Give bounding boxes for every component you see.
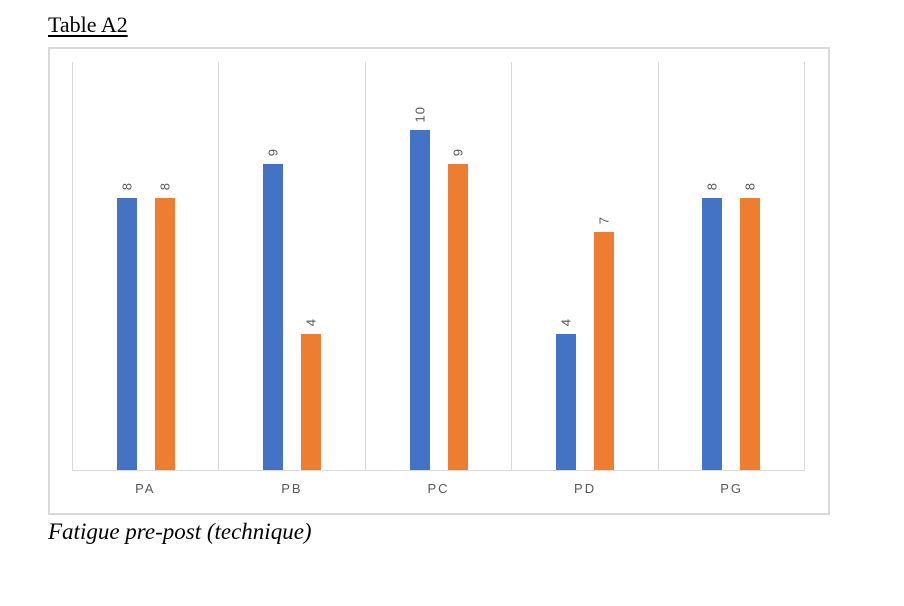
bar-series-1-pa: 8 xyxy=(116,182,137,470)
category-panel-pc: 10 9 xyxy=(364,62,511,470)
x-axis-label-pa: PA xyxy=(135,481,156,496)
bar-series-2-pa: 8 xyxy=(154,182,175,470)
chart-title: Table A2 xyxy=(48,12,128,37)
bar-group: 10 9 xyxy=(366,62,511,470)
chart-area: 8 8 9 4 10 9 4 7 8 8 PA PB PC PD PG xyxy=(48,47,830,515)
x-axis-label-pc: PC xyxy=(427,481,450,496)
x-axis-label-pg: PG xyxy=(720,481,744,496)
bar-series-1-pg: 8 xyxy=(702,182,723,470)
bar-data-label: 8 xyxy=(742,181,758,191)
bar-data-label: 8 xyxy=(704,181,720,191)
x-axis-label-pd: PD xyxy=(574,481,597,496)
plot-area: 8 8 9 4 10 9 4 7 8 8 xyxy=(72,62,806,471)
bar-series-2-pg: 8 xyxy=(740,182,761,470)
x-axis: PA PB PC PD PG xyxy=(72,481,805,496)
x-axis-label-pb: PB xyxy=(281,481,303,496)
bar-series-2-pc: 9 xyxy=(447,148,468,470)
bar-data-label: 4 xyxy=(558,317,574,327)
bar-series-1-pc: 10 xyxy=(409,106,430,470)
bar-data-label: 9 xyxy=(265,147,281,156)
bar-data-label: 8 xyxy=(119,181,135,191)
chart-caption: Fatigue pre-post (technique) xyxy=(48,519,312,544)
bar-series-2-pd: 7 xyxy=(593,216,614,470)
bar-data-label: 8 xyxy=(157,181,173,191)
bar-data-label: 10 xyxy=(412,105,428,122)
bar-series-1-pd: 4 xyxy=(555,318,576,470)
bar-data-label: 4 xyxy=(303,317,319,327)
bar-series-2-pb: 4 xyxy=(301,318,322,470)
bar-data-label: 9 xyxy=(450,147,466,156)
bar-series-1-pb: 9 xyxy=(263,148,284,470)
bar-data-label: 7 xyxy=(596,215,612,224)
